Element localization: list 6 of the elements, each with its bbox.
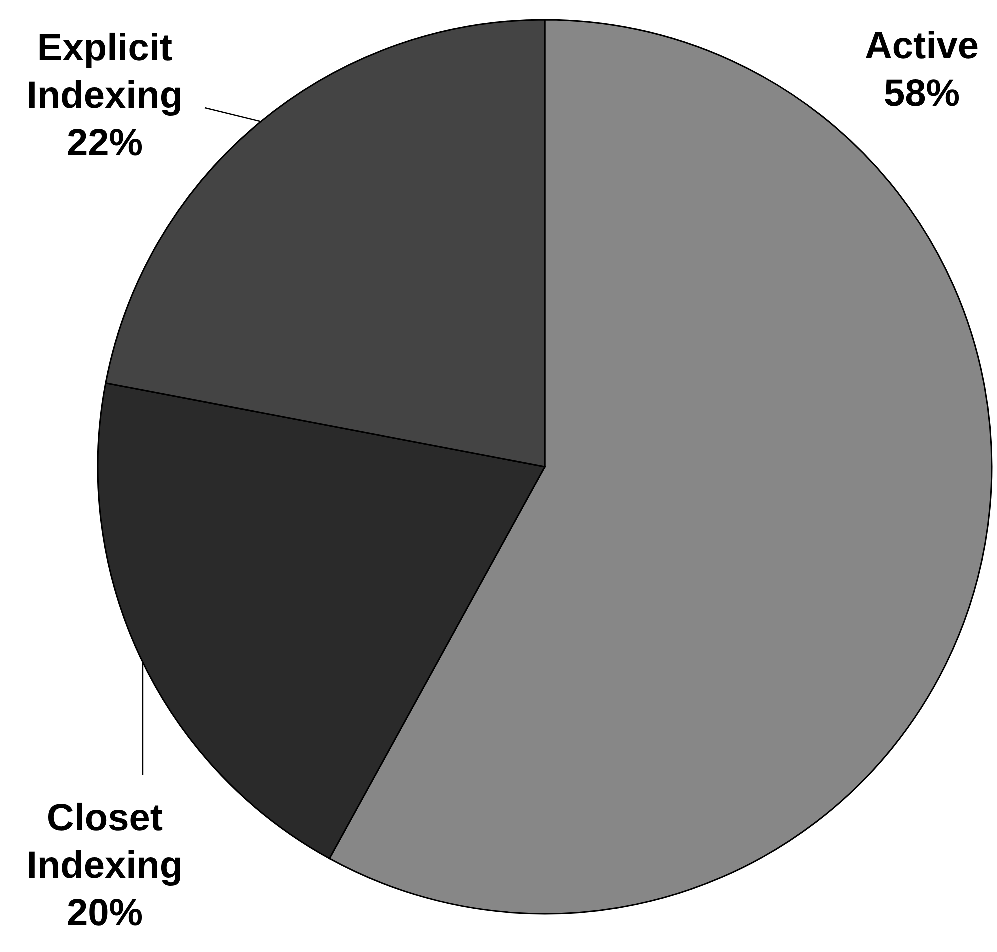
data-label: 20% (66, 892, 144, 934)
slice-label: Closet Indexing (26, 797, 184, 887)
data-label: 58% (884, 72, 960, 115)
slice-label: Active (864, 25, 980, 68)
data-label: 22% (66, 122, 144, 164)
slice-label: Explicit Indexing (26, 27, 184, 117)
